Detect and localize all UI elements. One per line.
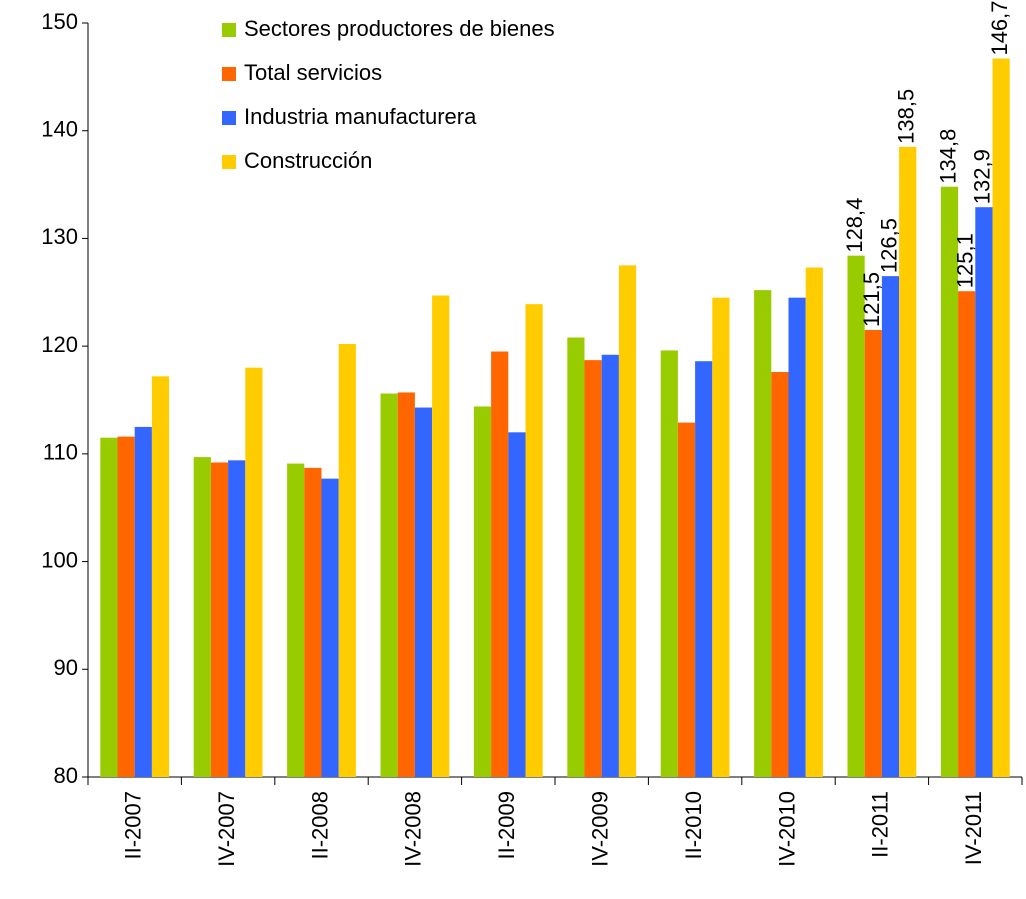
bar bbox=[117, 436, 135, 777]
value-label: 134,8 bbox=[935, 129, 960, 184]
legend-swatch bbox=[222, 23, 236, 37]
legend-label: Sectores productores de bienes bbox=[244, 16, 555, 41]
bar bbox=[618, 265, 637, 777]
bar bbox=[304, 467, 322, 777]
x-tick-label: II-2008 bbox=[307, 791, 332, 860]
x-tick-label: IV-2008 bbox=[401, 791, 426, 867]
bar bbox=[940, 186, 959, 777]
bar bbox=[321, 478, 339, 777]
legend-label: Total servicios bbox=[244, 60, 382, 85]
x-tick-label: IV-2007 bbox=[214, 791, 239, 867]
bar bbox=[100, 437, 118, 777]
bar bbox=[899, 146, 917, 777]
bar bbox=[210, 462, 229, 777]
bar bbox=[601, 354, 619, 777]
x-tick-label: II-2010 bbox=[681, 791, 706, 860]
legend-swatch bbox=[222, 155, 236, 169]
y-tick-label: 130 bbox=[41, 224, 78, 249]
bar bbox=[151, 376, 170, 777]
bar bbox=[134, 426, 152, 777]
value-label: 138,5 bbox=[894, 89, 919, 144]
bar bbox=[805, 267, 823, 777]
value-label: 146,7 bbox=[987, 0, 1012, 55]
bar bbox=[380, 393, 398, 777]
bar bbox=[508, 432, 526, 777]
bar bbox=[245, 367, 263, 777]
value-label: 126,5 bbox=[876, 218, 901, 273]
value-label: 125,1 bbox=[953, 233, 978, 288]
bar bbox=[660, 350, 678, 777]
bar bbox=[712, 297, 730, 777]
y-tick-label: 100 bbox=[41, 547, 78, 572]
legend-label: Construcción bbox=[244, 148, 372, 173]
x-tick-label: IV-2011 bbox=[961, 791, 986, 865]
bar bbox=[695, 361, 713, 777]
bar bbox=[491, 351, 509, 777]
x-tick-label: II-2007 bbox=[121, 791, 146, 860]
bar bbox=[847, 255, 865, 778]
bar bbox=[677, 422, 696, 777]
value-label: 132,9 bbox=[970, 149, 995, 204]
legend-swatch bbox=[222, 67, 236, 81]
x-tick-label: IV-2010 bbox=[774, 791, 799, 867]
legend-label: Industria manufacturera bbox=[244, 104, 477, 129]
bar bbox=[992, 58, 1010, 777]
x-tick-label: II-2011 bbox=[868, 791, 893, 858]
y-tick-label: 140 bbox=[41, 117, 78, 142]
bar bbox=[287, 463, 305, 777]
value-label: 128,4 bbox=[842, 198, 867, 253]
bar bbox=[414, 407, 433, 777]
bar bbox=[473, 406, 492, 777]
value-label: 121,5 bbox=[859, 272, 884, 327]
bar bbox=[864, 329, 882, 777]
bar bbox=[397, 392, 415, 777]
y-tick-label: 80 bbox=[54, 763, 78, 788]
bar bbox=[788, 297, 806, 777]
x-tick-label: II-2009 bbox=[494, 791, 519, 860]
bar bbox=[193, 457, 211, 777]
y-tick-label: 120 bbox=[41, 332, 78, 357]
bar bbox=[525, 304, 543, 777]
bar bbox=[338, 343, 356, 777]
x-tick-label: IV-2009 bbox=[588, 791, 613, 867]
bar bbox=[975, 207, 993, 778]
y-tick-label: 90 bbox=[54, 655, 78, 680]
legend-swatch bbox=[222, 111, 236, 125]
bar bbox=[567, 337, 585, 777]
bar bbox=[958, 291, 976, 777]
y-tick-label: 110 bbox=[43, 440, 78, 465]
bar bbox=[432, 295, 450, 777]
bar bbox=[584, 360, 602, 777]
bar bbox=[771, 371, 789, 777]
y-tick-label: 150 bbox=[41, 9, 78, 34]
bar bbox=[228, 460, 246, 777]
bar bbox=[754, 290, 772, 777]
bar bbox=[881, 276, 900, 777]
